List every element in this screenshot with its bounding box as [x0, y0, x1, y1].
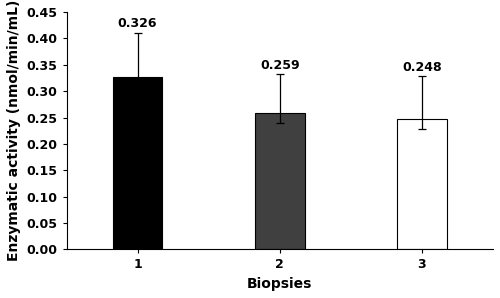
Text: 0.248: 0.248	[402, 61, 442, 74]
Y-axis label: Enzymatic activity (nmol/min/mL): Enzymatic activity (nmol/min/mL)	[7, 0, 21, 261]
X-axis label: Biopsies: Biopsies	[247, 277, 312, 291]
Text: 0.259: 0.259	[260, 59, 300, 72]
Bar	[397, 119, 447, 249]
Bar	[255, 113, 304, 249]
Text: 0.326: 0.326	[118, 17, 158, 30]
Bar	[112, 77, 162, 249]
